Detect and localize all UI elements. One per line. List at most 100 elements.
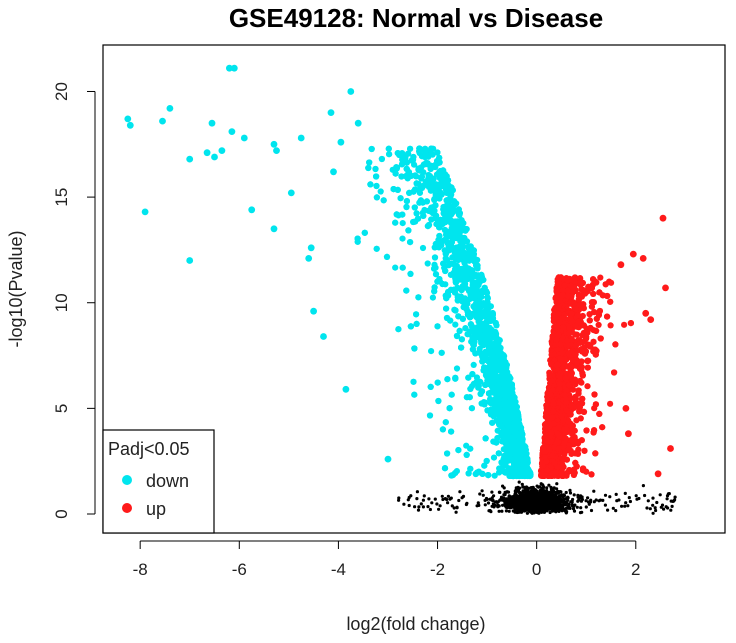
point-not-significant xyxy=(603,503,608,507)
point-not-significant xyxy=(571,507,576,511)
point-down xyxy=(456,243,463,250)
point-not-significant xyxy=(543,497,547,502)
point-not-significant xyxy=(542,485,546,489)
point-not-significant xyxy=(524,486,529,490)
point-down xyxy=(416,145,423,153)
point-not-significant xyxy=(608,495,612,499)
point-not-significant xyxy=(517,510,522,514)
point-not-significant xyxy=(584,499,588,503)
point-down xyxy=(492,333,499,340)
point-down xyxy=(399,220,406,227)
point-down xyxy=(417,197,424,204)
point-not-significant xyxy=(606,508,610,512)
point-not-significant xyxy=(570,504,575,508)
point-down xyxy=(447,317,454,324)
point-down xyxy=(486,390,493,397)
point-not-significant xyxy=(535,506,539,510)
point-down xyxy=(418,173,425,180)
point-down xyxy=(503,438,510,445)
point-not-significant xyxy=(533,504,537,508)
point-down xyxy=(442,419,449,426)
point-down xyxy=(495,363,502,370)
point-not-significant xyxy=(598,498,603,502)
point-down xyxy=(462,325,469,332)
point-down xyxy=(449,204,456,211)
point-not-significant xyxy=(437,507,441,511)
point-not-significant xyxy=(491,502,495,506)
point-down xyxy=(452,307,459,314)
point-not-significant xyxy=(665,494,670,498)
point-not-significant xyxy=(478,492,482,496)
point-down xyxy=(502,462,509,469)
point-not-significant xyxy=(522,505,526,509)
point-down xyxy=(403,165,410,172)
point-down xyxy=(515,452,522,459)
point-not-significant xyxy=(575,505,579,509)
point-not-significant xyxy=(546,499,551,503)
point-not-significant xyxy=(497,509,501,513)
point-down xyxy=(450,260,457,267)
point-down xyxy=(413,311,420,318)
point-not-significant xyxy=(452,506,456,510)
point-not-significant xyxy=(542,502,546,506)
point-down xyxy=(505,431,512,438)
point-not-significant xyxy=(554,510,558,514)
point-down xyxy=(435,397,442,405)
point-down xyxy=(455,218,462,225)
scatter-points xyxy=(124,64,677,515)
point-not-significant xyxy=(516,489,520,493)
point-down xyxy=(471,328,478,335)
point-down xyxy=(507,456,514,463)
point-not-significant xyxy=(564,490,568,495)
point-not-significant xyxy=(547,495,552,499)
point-down xyxy=(482,300,489,307)
point-not-significant xyxy=(552,502,557,506)
point-not-significant xyxy=(579,494,583,498)
point-down xyxy=(373,194,380,201)
point-not-significant xyxy=(555,482,559,486)
point-down xyxy=(479,358,486,365)
point-not-significant xyxy=(664,505,668,509)
point-down xyxy=(464,331,471,338)
point-not-significant xyxy=(579,506,583,510)
point-not-significant xyxy=(435,502,439,506)
point-not-significant xyxy=(566,496,570,500)
point-not-significant xyxy=(545,491,550,495)
point-not-significant xyxy=(623,504,627,508)
point-down xyxy=(407,239,414,246)
point-down xyxy=(461,225,468,232)
point-down xyxy=(395,326,402,333)
point-not-significant xyxy=(628,499,633,504)
point-not-significant xyxy=(481,493,485,497)
point-not-significant xyxy=(614,509,618,513)
point-not-significant xyxy=(530,508,534,512)
point-not-significant xyxy=(457,498,461,503)
point-not-significant xyxy=(549,501,553,505)
point-not-significant xyxy=(611,506,615,510)
point-not-significant xyxy=(533,490,537,494)
point-down xyxy=(458,344,465,351)
point-not-significant xyxy=(450,504,454,508)
point-not-significant xyxy=(518,501,522,505)
point-not-significant xyxy=(415,497,419,501)
point-not-significant xyxy=(497,490,501,494)
point-not-significant xyxy=(542,500,546,504)
point-down xyxy=(402,173,409,180)
point-not-significant xyxy=(496,503,500,507)
point-down xyxy=(455,206,462,213)
point-down xyxy=(493,400,500,407)
point-up xyxy=(595,321,602,328)
point-down xyxy=(499,412,506,419)
point-not-significant xyxy=(531,500,535,504)
point-not-significant xyxy=(521,495,525,500)
point-not-significant xyxy=(409,494,413,498)
point-down xyxy=(467,385,474,392)
point-not-significant xyxy=(413,505,417,509)
point-not-significant xyxy=(556,489,560,493)
point-down xyxy=(495,352,502,359)
point-down xyxy=(508,381,515,388)
point-not-significant xyxy=(426,505,430,509)
point-down xyxy=(411,204,418,211)
point-not-significant xyxy=(594,498,598,502)
point-down xyxy=(365,164,372,172)
